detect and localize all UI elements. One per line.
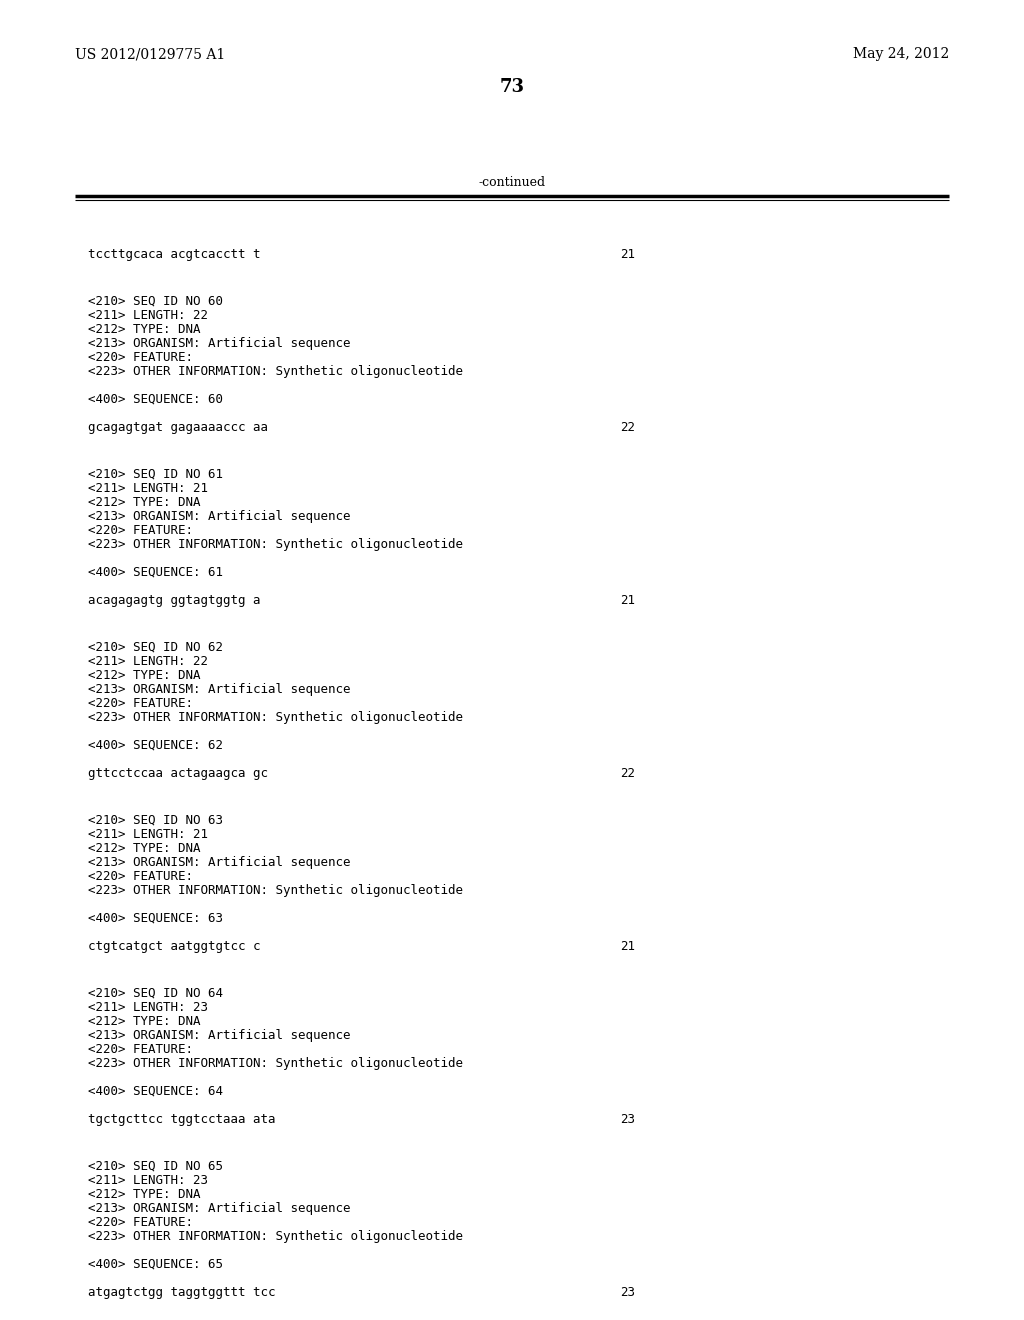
Text: <223> OTHER INFORMATION: Synthetic oligonucleotide: <223> OTHER INFORMATION: Synthetic oligo… [88,366,463,378]
Text: acagagagtg ggtagtggtg a: acagagagtg ggtagtggtg a [88,594,260,607]
Text: <220> FEATURE:: <220> FEATURE: [88,1216,193,1229]
Text: <400> SEQUENCE: 64: <400> SEQUENCE: 64 [88,1085,223,1098]
Text: gcagagtgat gagaaaaccc aa: gcagagtgat gagaaaaccc aa [88,421,268,434]
Text: tccttgcaca acgtcacctt t: tccttgcaca acgtcacctt t [88,248,260,261]
Text: <212> TYPE: DNA: <212> TYPE: DNA [88,842,201,855]
Text: <223> OTHER INFORMATION: Synthetic oligonucleotide: <223> OTHER INFORMATION: Synthetic oligo… [88,1230,463,1243]
Text: ctgtcatgct aatggtgtcc c: ctgtcatgct aatggtgtcc c [88,940,260,953]
Text: -continued: -continued [478,176,546,189]
Text: 21: 21 [620,248,635,261]
Text: May 24, 2012: May 24, 2012 [853,48,949,61]
Text: 21: 21 [620,940,635,953]
Text: <211> LENGTH: 21: <211> LENGTH: 21 [88,482,208,495]
Text: <400> SEQUENCE: 65: <400> SEQUENCE: 65 [88,1258,223,1271]
Text: <223> OTHER INFORMATION: Synthetic oligonucleotide: <223> OTHER INFORMATION: Synthetic oligo… [88,711,463,723]
Text: <220> FEATURE:: <220> FEATURE: [88,351,193,364]
Text: <213> ORGANISM: Artificial sequence: <213> ORGANISM: Artificial sequence [88,682,350,696]
Text: <220> FEATURE:: <220> FEATURE: [88,870,193,883]
Text: <211> LENGTH: 22: <211> LENGTH: 22 [88,655,208,668]
Text: <211> LENGTH: 23: <211> LENGTH: 23 [88,1001,208,1014]
Text: 22: 22 [620,767,635,780]
Text: 21: 21 [620,594,635,607]
Text: <210> SEQ ID NO 61: <210> SEQ ID NO 61 [88,469,223,480]
Text: 22: 22 [620,421,635,434]
Text: <223> OTHER INFORMATION: Synthetic oligonucleotide: <223> OTHER INFORMATION: Synthetic oligo… [88,884,463,898]
Text: <213> ORGANISM: Artificial sequence: <213> ORGANISM: Artificial sequence [88,337,350,350]
Text: <220> FEATURE:: <220> FEATURE: [88,524,193,537]
Text: <210> SEQ ID NO 65: <210> SEQ ID NO 65 [88,1160,223,1173]
Text: <210> SEQ ID NO 60: <210> SEQ ID NO 60 [88,294,223,308]
Text: <213> ORGANISM: Artificial sequence: <213> ORGANISM: Artificial sequence [88,510,350,523]
Text: <211> LENGTH: 22: <211> LENGTH: 22 [88,309,208,322]
Text: <213> ORGANISM: Artificial sequence: <213> ORGANISM: Artificial sequence [88,1203,350,1214]
Text: <220> FEATURE:: <220> FEATURE: [88,1043,193,1056]
Text: <210> SEQ ID NO 63: <210> SEQ ID NO 63 [88,814,223,828]
Text: <400> SEQUENCE: 60: <400> SEQUENCE: 60 [88,393,223,407]
Text: 23: 23 [620,1286,635,1299]
Text: 73: 73 [500,78,524,96]
Text: <223> OTHER INFORMATION: Synthetic oligonucleotide: <223> OTHER INFORMATION: Synthetic oligo… [88,539,463,550]
Text: 23: 23 [620,1113,635,1126]
Text: <212> TYPE: DNA: <212> TYPE: DNA [88,496,201,510]
Text: gttcctccaa actagaagca gc: gttcctccaa actagaagca gc [88,767,268,780]
Text: <213> ORGANISM: Artificial sequence: <213> ORGANISM: Artificial sequence [88,855,350,869]
Text: atgagtctgg taggtggttt tcc: atgagtctgg taggtggttt tcc [88,1286,275,1299]
Text: <400> SEQUENCE: 63: <400> SEQUENCE: 63 [88,912,223,925]
Text: <223> OTHER INFORMATION: Synthetic oligonucleotide: <223> OTHER INFORMATION: Synthetic oligo… [88,1057,463,1071]
Text: tgctgcttcc tggtcctaaa ata: tgctgcttcc tggtcctaaa ata [88,1113,275,1126]
Text: <212> TYPE: DNA: <212> TYPE: DNA [88,1188,201,1201]
Text: <400> SEQUENCE: 61: <400> SEQUENCE: 61 [88,566,223,579]
Text: <213> ORGANISM: Artificial sequence: <213> ORGANISM: Artificial sequence [88,1030,350,1041]
Text: US 2012/0129775 A1: US 2012/0129775 A1 [75,48,225,61]
Text: <210> SEQ ID NO 64: <210> SEQ ID NO 64 [88,987,223,1001]
Text: <211> LENGTH: 21: <211> LENGTH: 21 [88,828,208,841]
Text: <212> TYPE: DNA: <212> TYPE: DNA [88,323,201,337]
Text: <220> FEATURE:: <220> FEATURE: [88,697,193,710]
Text: <211> LENGTH: 23: <211> LENGTH: 23 [88,1173,208,1187]
Text: <212> TYPE: DNA: <212> TYPE: DNA [88,669,201,682]
Text: <400> SEQUENCE: 62: <400> SEQUENCE: 62 [88,739,223,752]
Text: <210> SEQ ID NO 62: <210> SEQ ID NO 62 [88,642,223,653]
Text: <212> TYPE: DNA: <212> TYPE: DNA [88,1015,201,1028]
